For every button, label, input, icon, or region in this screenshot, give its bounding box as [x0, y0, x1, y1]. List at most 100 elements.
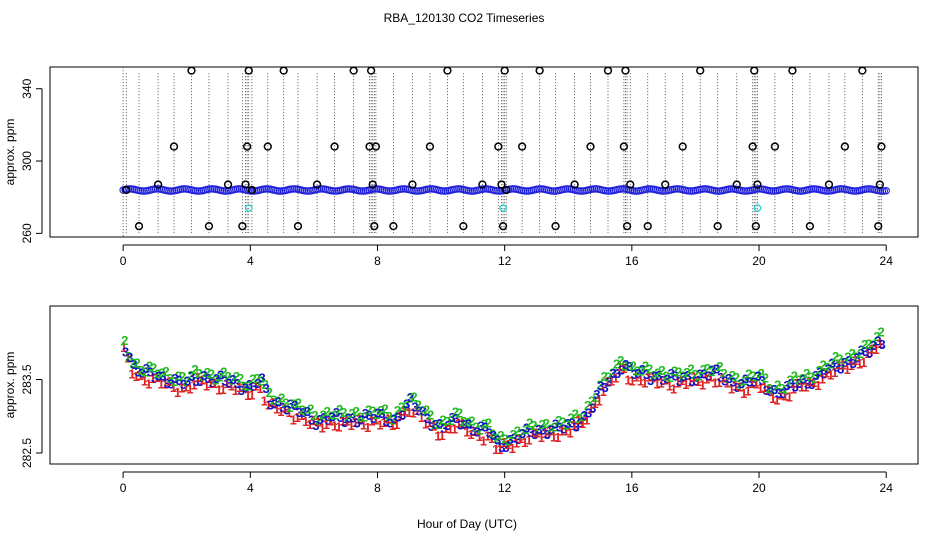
series-3-point: 3: [544, 427, 551, 442]
series-2-point: 2: [766, 381, 773, 396]
spike-point: [408, 180, 417, 189]
spike-point: [678, 142, 687, 151]
series-1-point: 1: [711, 376, 718, 391]
series-1-point: 1: [207, 376, 214, 391]
series-1-point: 1: [343, 414, 350, 429]
series-1-point: 1: [306, 417, 313, 432]
series-3-point: 3: [258, 371, 265, 386]
series-2-point: 2: [121, 333, 128, 348]
series-3-point: 3: [664, 372, 671, 387]
series-3-point: 3: [449, 410, 456, 425]
series-2-point: 2: [229, 373, 236, 388]
series-1-point: 1: [447, 421, 454, 436]
series-3-point: 3: [837, 362, 844, 377]
series-1-point: 1: [521, 435, 528, 450]
series-3-point: 3: [676, 374, 683, 389]
series-3-point: 3: [395, 410, 402, 425]
series-2-point: 2: [816, 363, 823, 378]
series-1-point: 1: [583, 413, 590, 428]
series-2-point: 2: [634, 363, 641, 378]
series-1-point: 1: [691, 369, 698, 384]
series-1-point: 1: [327, 413, 334, 428]
series-2-point: 2: [423, 402, 430, 417]
series-1-point: 1: [443, 421, 450, 436]
series-2-point: 2: [654, 365, 661, 380]
series-1-point: 1: [562, 424, 569, 439]
series-3-point: 3: [858, 342, 865, 357]
series-1-point: 1: [872, 342, 879, 357]
series-3-point: 3: [829, 356, 836, 371]
series-1-point: 1: [769, 391, 776, 406]
spike-point: [187, 66, 196, 75]
series-3-point: 3: [502, 440, 509, 455]
spike-point: [643, 221, 652, 231]
series-3-point: 3: [821, 366, 828, 381]
series-2-point: 2: [138, 363, 145, 378]
series-3-point: 3: [560, 421, 567, 436]
series-2-point: 2: [233, 369, 240, 384]
series-3-point: 3: [659, 373, 666, 388]
spike-point: [626, 180, 635, 189]
series-3-point: 3: [382, 414, 389, 429]
series-1-point: 1: [715, 375, 722, 390]
series-3-point: 3: [172, 371, 179, 386]
series-1-point: 1: [128, 367, 135, 382]
series-3-point: 3: [726, 371, 733, 386]
series-2-point: 2: [795, 372, 802, 387]
series-2-point: 2: [658, 363, 665, 378]
series-1-point: 1: [360, 417, 367, 432]
series-2-point: 2: [377, 403, 384, 418]
spike-point: [770, 142, 780, 151]
top-data-marks: [119, 66, 890, 237]
spike-point: [494, 142, 503, 151]
series-2-point: 2: [514, 424, 521, 439]
series-1-point: 1: [492, 442, 499, 457]
spike-point: [874, 221, 883, 231]
series-1-point: 1: [310, 413, 317, 428]
top-y-tick-label: 300: [20, 151, 34, 171]
series-3-point: 3: [577, 415, 584, 430]
spike-point: [619, 142, 629, 151]
series-1-point: 1: [703, 372, 710, 387]
spike-point: [497, 180, 506, 189]
series-1-point: 1: [641, 375, 648, 390]
series-3-point: 3: [763, 383, 770, 398]
series-2-point: 2: [675, 364, 682, 379]
spike-point: [263, 142, 272, 151]
series-3-point: 3: [196, 374, 203, 389]
series-2-point: 2: [543, 416, 550, 431]
series-1-point: 1: [174, 385, 181, 400]
top-y-tick-label: 260: [20, 223, 34, 243]
cyan-point: [499, 204, 507, 212]
series-1-point: 1: [393, 417, 400, 432]
series-1-point: 1: [269, 395, 276, 410]
series-1-point: 1: [418, 410, 425, 425]
series-3-point: 3: [874, 334, 881, 349]
series-1-point: 1: [533, 425, 540, 440]
series-3-point: 3: [746, 375, 753, 390]
series-3-point: 3: [275, 394, 282, 409]
series-1-point: 1: [765, 382, 772, 397]
series-3-point: 3: [126, 350, 133, 365]
series-2-point: 2: [836, 351, 843, 366]
spike-point: [241, 180, 250, 189]
series-3-point: 3: [416, 404, 423, 419]
series-1-point: 1: [624, 372, 631, 387]
series-2-point: 2: [410, 389, 417, 404]
series-1-point: 1: [753, 377, 760, 392]
series-1-point: 1: [376, 417, 383, 432]
series-3-point: 3: [759, 373, 766, 388]
series-3-point: 3: [804, 377, 811, 392]
series-1-point: 1: [145, 376, 152, 391]
series-3-point: 3: [734, 380, 741, 395]
series-2-point: 2: [282, 395, 289, 410]
spike-point: [535, 66, 544, 75]
top-x-tick-label: 0: [120, 254, 127, 268]
series-2-point: 2: [171, 374, 178, 389]
series-2-point: 2: [129, 355, 136, 370]
series-3-point: 3: [279, 400, 286, 415]
series-1-point: 1: [298, 408, 305, 423]
series-1-point: 1: [335, 420, 342, 435]
series-1-point: 1: [157, 377, 164, 392]
